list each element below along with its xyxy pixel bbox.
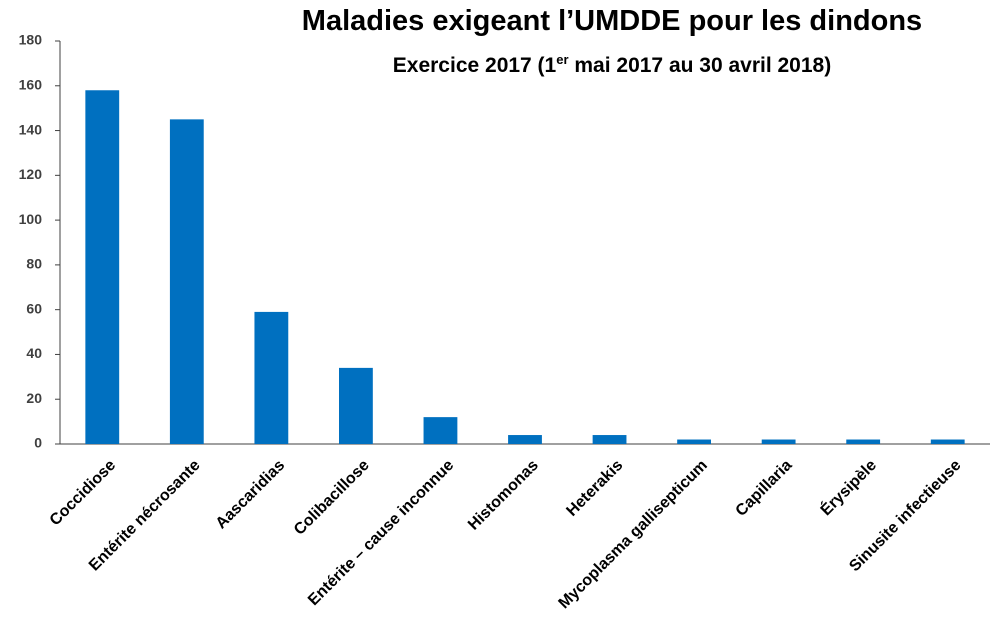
x-tick-label: Colibacillose xyxy=(291,457,373,539)
y-tick-label: 20 xyxy=(26,390,42,406)
chart-title: Maladies exigeant l’UMDDE pour les dindo… xyxy=(302,5,922,37)
x-tick-label: Mycoplasma gallisepticum xyxy=(556,457,711,612)
subtitle-part: mai 2017 au 30 avril 2018) xyxy=(569,54,832,77)
y-tick-label: 100 xyxy=(19,211,43,227)
subtitle-part: Exercice 2017 (1 xyxy=(393,54,557,77)
x-tick-label: Érysipèle xyxy=(816,455,880,519)
y-tick-label: 40 xyxy=(26,345,42,361)
chart-subtitle: Exercice 2017 (1er mai 2017 au 30 avril … xyxy=(393,52,831,77)
x-tick-label: Heterakis xyxy=(563,457,626,520)
y-tick-label: 80 xyxy=(26,256,42,272)
x-tick-label: Coccidiose xyxy=(47,457,119,529)
bar xyxy=(508,435,542,444)
bar xyxy=(930,439,965,444)
bar xyxy=(592,435,627,444)
bar xyxy=(85,90,120,444)
bar xyxy=(423,417,458,444)
bar xyxy=(254,311,289,444)
bar xyxy=(761,439,796,444)
x-tick-label: Aascaridias xyxy=(213,457,289,533)
y-tick-label: 180 xyxy=(19,32,43,48)
x-tick-label: Entérite – cause inconnue xyxy=(305,457,457,609)
x-tick-label: Capillaria xyxy=(733,457,796,520)
y-tick-label: 60 xyxy=(26,300,42,316)
bar xyxy=(846,439,881,444)
y-tick-label: 0 xyxy=(34,435,42,451)
bar xyxy=(339,367,373,444)
y-tick-label: 120 xyxy=(19,166,43,182)
x-tick-label: Histomonas xyxy=(465,457,542,534)
y-tick-label: 140 xyxy=(19,121,43,137)
subtitle-superscript: er xyxy=(556,52,568,67)
bar xyxy=(677,439,711,444)
bar xyxy=(169,119,204,444)
y-tick-label: 160 xyxy=(19,76,43,92)
